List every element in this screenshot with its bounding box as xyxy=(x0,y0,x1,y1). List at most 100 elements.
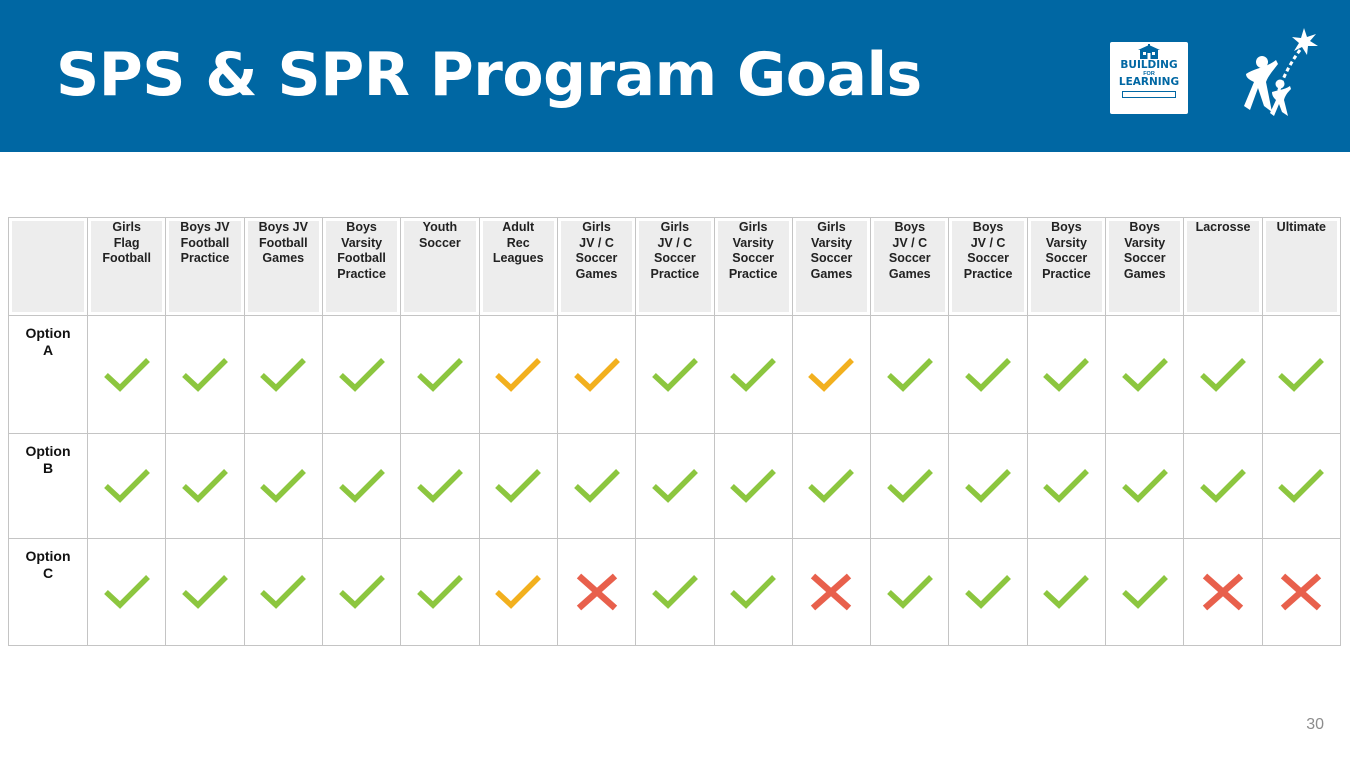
logo-word-for: FOR xyxy=(1143,71,1155,77)
page-number: 30 xyxy=(1306,716,1324,733)
column-header-line: Lacrosse xyxy=(1195,220,1251,234)
status-cell xyxy=(243,433,323,539)
column-header-line: Varsity xyxy=(732,235,774,250)
status-cell xyxy=(948,315,1028,434)
column-header-line: Boys xyxy=(1129,220,1160,234)
column-header-line: Rec xyxy=(506,235,530,250)
program-goals-table: Girls Flag Football Boys JV Football Practice… xyxy=(8,217,1342,646)
green-check-icon xyxy=(886,469,933,503)
status-cell xyxy=(321,538,402,646)
green-check-icon xyxy=(338,357,385,392)
column-header-line: Adult xyxy=(502,220,535,234)
column-header-line: Flag xyxy=(113,235,140,250)
column-header-line: Practice xyxy=(180,251,230,265)
red-x-icon xyxy=(811,573,852,611)
column-header: Ultimate xyxy=(1261,217,1342,316)
status-cell xyxy=(1105,315,1185,434)
column-header-line: Practice xyxy=(337,266,386,281)
status-cell xyxy=(165,538,245,646)
column-header-line: Girls xyxy=(817,220,846,234)
status-cell xyxy=(1105,538,1185,646)
column-header-line: Soccer xyxy=(575,251,618,265)
row-label-line: B xyxy=(42,460,54,476)
status-cell xyxy=(1105,433,1185,539)
row-label: Option B xyxy=(8,433,88,539)
row-label-line: Option xyxy=(25,548,71,564)
row-label-line: A xyxy=(42,342,54,358)
column-header-line: Football xyxy=(180,235,230,250)
green-check-icon xyxy=(338,469,385,503)
table-row: Option B xyxy=(8,433,1342,539)
column-header-line: Games xyxy=(262,251,305,265)
column-header: Adult Rec Leagues xyxy=(478,217,558,316)
status-cell xyxy=(400,315,480,434)
green-check-icon xyxy=(1121,357,1168,392)
green-check-icon xyxy=(417,357,463,392)
column-header-line: Soccer xyxy=(1045,251,1088,265)
row-label: Option A xyxy=(8,315,88,434)
status-cell xyxy=(321,315,402,434)
status-cell xyxy=(713,433,793,539)
green-check-icon xyxy=(1043,469,1090,503)
column-header: Boys Varsity Soccer Games xyxy=(1105,217,1185,316)
column-header-line: Girls xyxy=(582,220,611,234)
column-header-line: Soccer xyxy=(810,251,853,265)
green-check-icon xyxy=(103,469,150,503)
yellow-check-icon xyxy=(495,575,542,609)
status-cell xyxy=(1183,538,1263,646)
status-cell xyxy=(478,315,558,434)
green-check-icon xyxy=(808,469,855,503)
logo-footer-strip xyxy=(1122,91,1176,98)
column-header-line: Boys xyxy=(346,220,377,234)
column-header: Girls Flag Football xyxy=(86,217,167,316)
logo-word-learning: LEARNING xyxy=(1118,76,1180,88)
status-cell xyxy=(165,433,245,539)
column-header-line: Girls xyxy=(660,220,690,234)
green-check-icon xyxy=(495,469,542,503)
column-header-line: Football xyxy=(258,235,308,250)
column-header-line: Varsity xyxy=(1124,235,1166,250)
green-check-icon xyxy=(182,575,228,609)
red-x-icon xyxy=(1281,573,1322,611)
green-check-icon xyxy=(1200,357,1246,392)
status-cell xyxy=(870,315,950,434)
row-label-line: C xyxy=(42,565,54,581)
column-header-line: Soccer xyxy=(419,235,461,250)
column-header: Boys Varsity Soccer Practice xyxy=(1026,217,1107,316)
green-check-icon xyxy=(1121,469,1168,503)
table-body: Option A Option B Option C xyxy=(8,315,1342,646)
status-cell xyxy=(1261,433,1342,539)
column-header-line: Girls xyxy=(738,220,768,234)
column-header-line: Soccer xyxy=(1123,251,1166,265)
column-header-line: JV / C xyxy=(657,235,693,250)
status-cell xyxy=(86,538,167,646)
red-x-icon xyxy=(576,573,617,611)
column-header: Girls Varsity Soccer Practice xyxy=(713,217,793,316)
yellow-check-icon xyxy=(495,357,542,392)
status-cell xyxy=(635,538,715,646)
column-header-line: Practice xyxy=(728,266,778,281)
status-cell xyxy=(556,433,637,539)
column-header-line: Youth xyxy=(422,220,458,234)
column-header-line: JV / C xyxy=(970,235,1006,250)
column-header: Girls Varsity Soccer Games xyxy=(791,217,872,316)
column-header-line: Soccer xyxy=(653,251,696,265)
green-check-icon xyxy=(886,575,933,609)
column-header-line: Varsity xyxy=(341,235,383,250)
green-check-icon xyxy=(651,575,698,609)
status-cell xyxy=(713,538,793,646)
title-banner: SPS & SPR Program Goals BUILDING FOR LEA… xyxy=(0,0,1350,152)
yellow-check-icon xyxy=(808,357,855,392)
row-label: Option C xyxy=(8,538,88,646)
status-cell xyxy=(400,538,480,646)
column-header-line: Football xyxy=(337,251,386,265)
status-cell xyxy=(1183,433,1263,539)
column-header-line: Boys xyxy=(894,220,926,234)
status-cell xyxy=(870,433,950,539)
green-check-icon xyxy=(965,575,1012,609)
table-header-row: Girls Flag Football Boys JV Football Practice… xyxy=(8,217,1342,316)
column-header-line: Football xyxy=(102,251,151,265)
green-check-icon xyxy=(573,469,620,503)
status-cell xyxy=(635,315,715,434)
column-header: Lacrosse xyxy=(1183,217,1263,316)
